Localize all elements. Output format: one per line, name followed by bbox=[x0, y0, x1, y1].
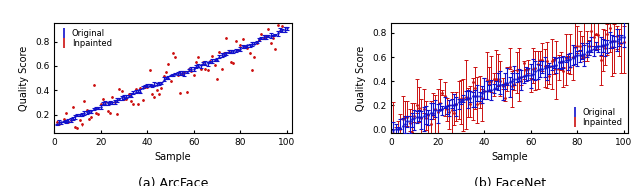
Text: (a) ArcFace: (a) ArcFace bbox=[138, 177, 208, 186]
Legend: Original, Inpainted: Original, Inpainted bbox=[59, 27, 114, 50]
Y-axis label: Quality Score: Quality Score bbox=[357, 46, 366, 111]
Legend: Original, Inpainted: Original, Inpainted bbox=[569, 106, 624, 129]
Text: (b) FaceNet: (b) FaceNet bbox=[474, 177, 546, 186]
X-axis label: Sample: Sample bbox=[491, 152, 528, 162]
Y-axis label: Quality Score: Quality Score bbox=[19, 46, 29, 111]
X-axis label: Sample: Sample bbox=[154, 152, 191, 162]
